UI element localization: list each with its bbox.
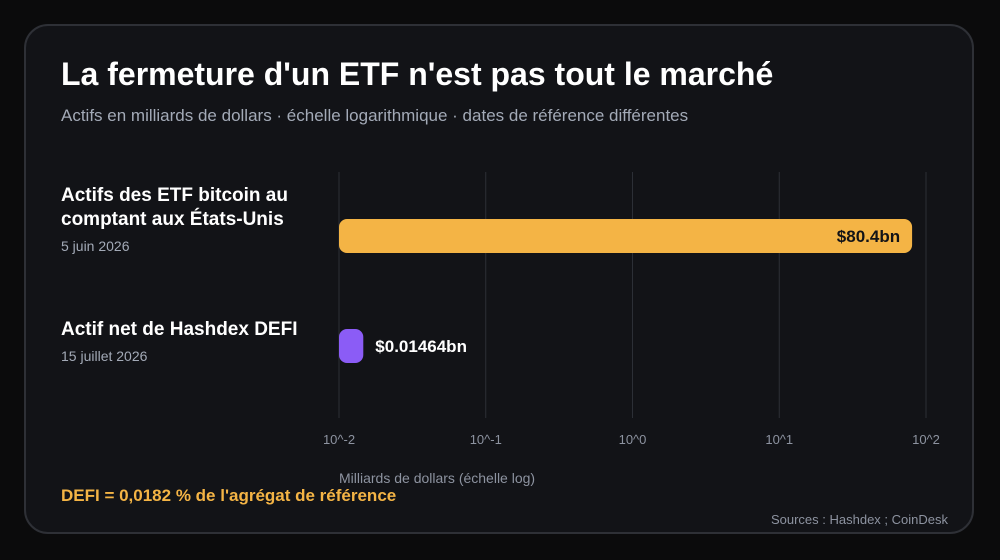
callout-text: DEFI = 0,0182 % de l'agrégat de référenc… [61,486,397,505]
category-date-bitcoin-etf: 5 juin 2026 [61,238,130,254]
chart-plot: 10^-2 10^-1 10^0 10^1 10^2 $80.4bn $0.01464bn [323,172,940,447]
x-tick-label-0: 10^-2 [323,432,355,447]
x-tick-label-4: 10^2 [912,432,940,447]
bar-value-label-1: $0.01464bn [375,337,467,356]
chart-card: La fermeture d'un ETF n'est pas tout le … [24,24,974,534]
source-note: Sources : Hashdex ; CoinDesk [770,512,948,527]
bar-0 [339,219,913,253]
chart-subtitle: Actifs en milliards de dollars · échelle… [61,106,689,125]
category-date-hashdex-defi: 15 juillet 2026 [61,348,148,364]
x-tick-label-3: 10^1 [765,432,793,447]
category-label-hashdex-defi: Actif net de Hashdex DEFI [61,319,298,340]
x-axis-label: Milliards de dollars (échelle log) [339,470,536,486]
category-label-bitcoin-etf: Actifs des ETF bitcoin au comptant aux É… [61,185,288,230]
bar-value-label-0: $80.4bn [837,227,900,246]
x-tick-label-2: 10^0 [619,432,647,447]
chart-title: La fermeture d'un ETF n'est pas tout le … [61,56,774,92]
bar-1 [339,329,364,363]
x-tick-label-1: 10^-1 [470,432,502,447]
